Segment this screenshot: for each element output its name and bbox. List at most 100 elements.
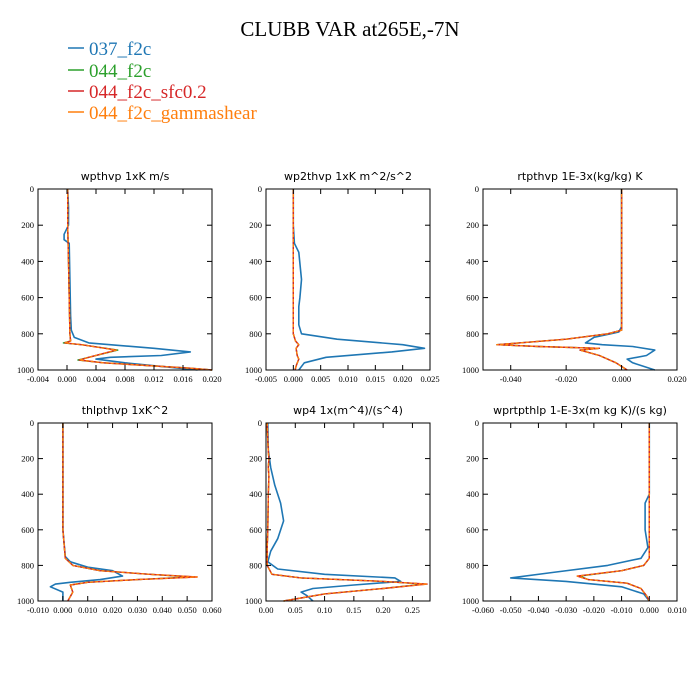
x-tick-label: 0.020 — [202, 374, 221, 384]
y-tick-label: 1000 — [245, 596, 262, 606]
legend-item: 044_f2c_gammashear — [68, 103, 257, 124]
series-line-044_f2c_gammashear — [62, 423, 198, 602]
series-line-044_f2c — [62, 189, 213, 371]
y-tick-label: 200 — [21, 454, 34, 464]
x-tick-label: 0.000 — [612, 374, 631, 384]
series-line-037_f2c — [292, 189, 426, 371]
y-tick-label: 1000 — [17, 365, 34, 375]
y-tick-label: 800 — [466, 560, 479, 570]
plot-frame — [265, 422, 431, 602]
panel-title: rtpthvp 1E-3x(kg/kg) K — [517, 170, 643, 183]
figure-title: CLUBB VAR at265E,-7N — [240, 17, 459, 41]
x-tick-label: 0.25 — [405, 605, 420, 615]
y-tick-label: 0 — [30, 184, 34, 194]
x-tick-label: 0.020 — [667, 374, 686, 384]
x-tick-label: -0.020 — [583, 605, 605, 615]
y-tick-label: 200 — [249, 220, 262, 230]
x-tick-label: 0.00 — [259, 605, 274, 615]
y-tick-label: 0 — [258, 418, 262, 428]
y-tick-label: 600 — [21, 293, 34, 303]
series-line-044_f2c_gammashear — [266, 422, 428, 602]
x-tick-label: 0.15 — [346, 605, 361, 615]
y-tick-label: 200 — [466, 220, 479, 230]
series-line-044_f2c_gammashear — [292, 189, 300, 371]
legend-label: 044_f2c — [89, 61, 151, 82]
y-tick-label: 600 — [466, 293, 479, 303]
chart-panel: rtpthvp 1E-3x(kg/kg) K -0.040 -0.020 0.000 0… — [462, 170, 687, 384]
series-line-037_f2c — [49, 423, 124, 601]
series-group — [496, 189, 656, 371]
x-tick-label: 0.010 — [338, 374, 357, 384]
panel-title: thlpthvp 1xK^2 — [82, 404, 169, 417]
y-tick-label: 400 — [249, 256, 262, 266]
y-tick-label: 800 — [21, 560, 34, 570]
series-line-044_f2c_sfc0.2 — [266, 422, 428, 602]
x-tick-label: 0.025 — [420, 374, 439, 384]
chart-panel: wp4 1x(m^4)/(s^4) 0.00 0.05 0.10 0.15 0.20 0.2… — [245, 404, 431, 615]
x-tick-label: -0.060 — [472, 605, 494, 615]
x-tick-label: 0.05 — [288, 605, 303, 615]
legend-item: 037_f2c — [68, 39, 151, 60]
panel-title: wp2thvp 1xK m^2/s^2 — [284, 170, 412, 183]
x-tick-label: 0.015 — [366, 374, 385, 384]
x-tick-label: -0.005 — [255, 374, 277, 384]
series-group — [266, 422, 428, 602]
legend-label: 044_f2c_gammashear — [89, 103, 257, 124]
x-tick-label: 0.012 — [144, 374, 163, 384]
x-tick-label: -0.020 — [555, 374, 577, 384]
y-tick-label: 600 — [21, 525, 34, 535]
series-line-037_f2c — [63, 188, 198, 371]
series-line-044_f2c_gammashear — [496, 189, 628, 371]
x-tick-label: 0.000 — [284, 374, 303, 384]
series-line-044_f2c — [266, 422, 425, 602]
y-tick-label: 400 — [466, 256, 479, 266]
y-tick-label: 600 — [249, 525, 262, 535]
series-line-044_f2c_gammashear — [576, 423, 650, 602]
panel-title: wp4 1x(m^4)/(s^4) — [293, 404, 403, 417]
y-tick-label: 800 — [21, 329, 34, 339]
series-line-044_f2c — [62, 423, 193, 602]
x-tick-label: 0.008 — [115, 374, 134, 384]
series-group — [49, 423, 198, 602]
y-tick-label: 1000 — [17, 596, 34, 606]
legend-label: 037_f2c — [89, 39, 151, 60]
y-tick-label: 600 — [249, 293, 262, 303]
y-tick-label: 1000 — [462, 596, 479, 606]
y-tick-label: 0 — [475, 184, 479, 194]
panels: wpthvp 1xK m/s-0.004 0.000 0.004 0.008 0.012… — [17, 170, 687, 615]
y-tick-label: 200 — [466, 454, 479, 464]
x-tick-label: 0.10 — [317, 605, 332, 615]
series-line-044_f2c_sfc0.2 — [62, 423, 198, 602]
series-line-037_f2c — [584, 189, 656, 371]
x-tick-label: -0.010 — [27, 605, 49, 615]
y-tick-label: 600 — [466, 525, 479, 535]
y-tick-label: 400 — [21, 256, 34, 266]
plot-frame — [482, 422, 678, 602]
series-group — [509, 423, 651, 602]
x-tick-label: 0.030 — [128, 605, 147, 615]
legend: 037_f2c 044_f2c 044_f2c_sfc0.2 044_f2c_g… — [68, 39, 257, 124]
x-tick-label: 0.016 — [173, 374, 192, 384]
x-tick-label: 0.010 — [78, 605, 97, 615]
x-tick-label: 0.020 — [393, 374, 412, 384]
plot-frame — [482, 188, 678, 371]
legend-item: 044_f2c_sfc0.2 — [68, 82, 207, 103]
x-tick-label: 0.004 — [86, 374, 106, 384]
chart-panel: wpthvp 1xK m/s -0.004 0.000 0.004 0.008 0.012… — [17, 170, 222, 384]
plot-frame — [37, 422, 213, 602]
y-tick-label: 0 — [30, 418, 34, 428]
y-tick-label: 0 — [258, 184, 262, 194]
y-tick-label: 200 — [249, 454, 262, 464]
chart-panel: wp2thvp 1xK m^2/s^2 -0.005 0.000 0.005 0.010… — [245, 170, 440, 384]
x-tick-label: 0.050 — [178, 605, 197, 615]
x-tick-label: 0.20 — [376, 605, 391, 615]
panel-title: wpthvp 1xK m/s — [81, 170, 170, 183]
x-tick-label: -0.004 — [27, 374, 50, 384]
y-tick-label: 800 — [249, 329, 262, 339]
plot-frame — [265, 188, 431, 371]
x-tick-label: 0.060 — [202, 605, 221, 615]
x-tick-label: 0.020 — [103, 605, 122, 615]
y-tick-label: 800 — [249, 560, 262, 570]
y-tick-label: 1000 — [462, 365, 479, 375]
